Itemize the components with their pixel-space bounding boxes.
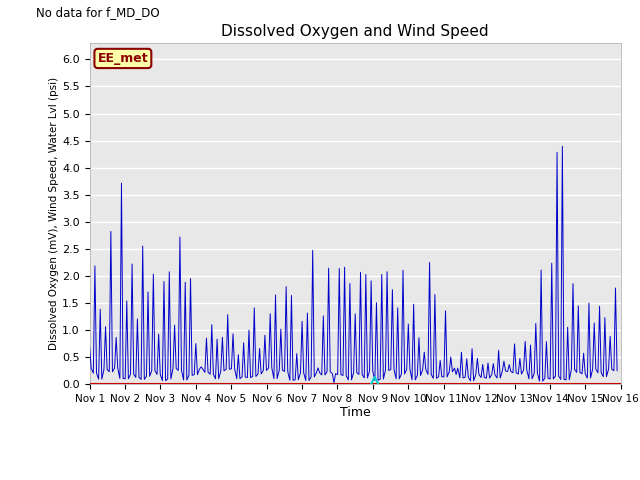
X-axis label: Time: Time: [340, 407, 371, 420]
Text: EE_met: EE_met: [97, 52, 148, 65]
Text: No data for f_MD_DO: No data for f_MD_DO: [36, 6, 160, 19]
Title: Dissolved Oxygen and Wind Speed: Dissolved Oxygen and Wind Speed: [221, 24, 489, 39]
Y-axis label: Dissolved Oxygen (mV), Wind Speed, Water Lvl (psi): Dissolved Oxygen (mV), Wind Speed, Water…: [49, 77, 60, 350]
